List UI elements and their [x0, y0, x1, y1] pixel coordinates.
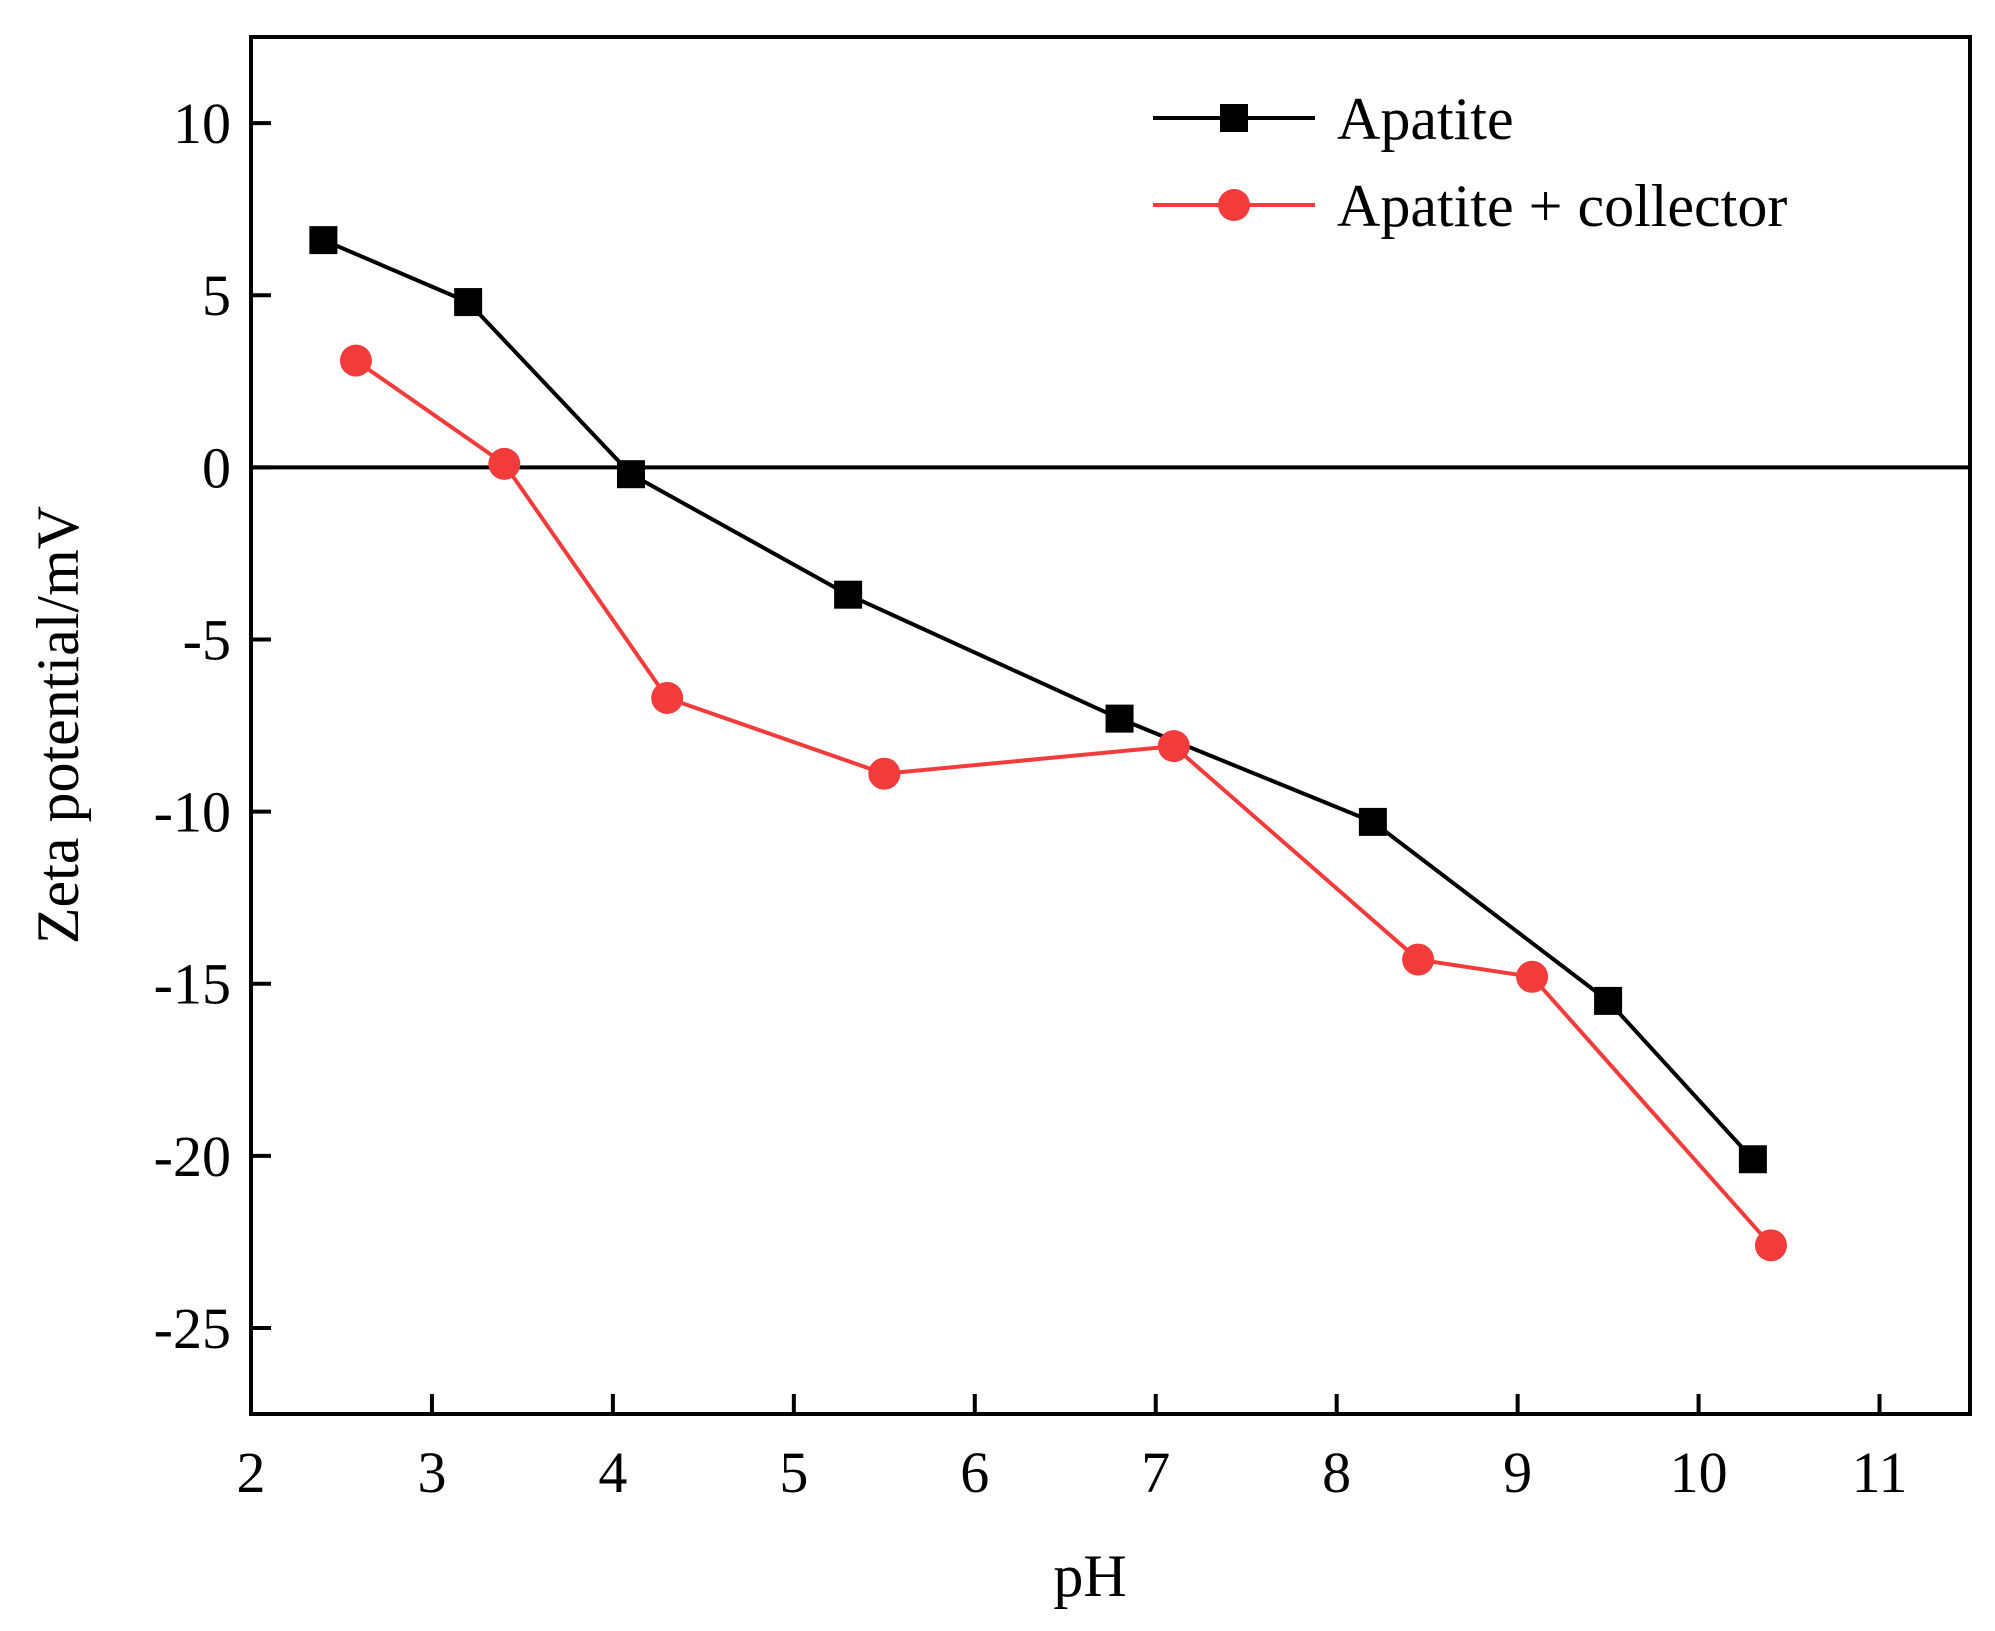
series-layer	[309, 226, 1787, 1262]
data-point-apatite-collector	[339, 344, 372, 377]
y-tick-label: -15	[154, 952, 231, 1017]
data-point-apatite-collector	[1516, 960, 1549, 993]
plot-frame	[249, 35, 1972, 1416]
data-point-apatite	[1738, 1145, 1767, 1174]
y-tick-label: -5	[183, 607, 231, 672]
legend: Apatite Apatite + collector	[1153, 86, 1787, 239]
y-axis-label: Zeta potential/mV	[25, 506, 91, 944]
legend-item-apatite-collector: Apatite + collector	[1153, 173, 1787, 239]
y-tick-label: 5	[202, 263, 231, 328]
series-line-apatite	[322, 238, 1755, 1161]
data-point-apatite	[1358, 807, 1387, 836]
data-point-apatite	[1594, 986, 1623, 1015]
data-point-apatite	[1105, 704, 1134, 733]
data-point-apatite-collector	[1157, 730, 1190, 763]
legend-marker-apatite-collector	[1218, 189, 1250, 221]
x-tick-label: 10	[1670, 1440, 1728, 1505]
legend-marker-apatite	[1220, 104, 1248, 132]
x-tick-label: 8	[1322, 1440, 1351, 1505]
data-point-apatite	[834, 580, 863, 609]
data-point-apatite	[616, 460, 645, 489]
y-tick-label: -20	[154, 1124, 231, 1189]
data-point-apatite-collector	[651, 681, 684, 714]
series-line-apatite-collector	[354, 358, 1773, 1247]
legend-item-apatite: Apatite	[1153, 86, 1514, 152]
y-tick-label: -25	[154, 1296, 231, 1361]
data-point-apatite-collector	[1754, 1229, 1787, 1262]
x-tick-label: 6	[960, 1440, 989, 1505]
legend-label-apatite: Apatite	[1337, 86, 1514, 152]
data-point-apatite	[309, 226, 338, 255]
data-point-apatite-collector	[488, 447, 521, 480]
data-point-apatite-collector	[1402, 943, 1435, 976]
y-tick-label: 0	[202, 435, 231, 500]
y-tick-label: 10	[173, 91, 231, 156]
x-tick-label: 5	[779, 1440, 808, 1505]
data-point-apatite-collector	[868, 757, 901, 790]
y-tick-label: -10	[154, 780, 231, 845]
x-tick-label: 9	[1503, 1440, 1532, 1505]
x-tick-label: 2	[237, 1440, 266, 1505]
axis-ticks: 2 3 4 5 6 7 8 9 10 11 10 5 0 -5 -10 -15 -20 -25	[154, 91, 1908, 1505]
x-tick-label: 7	[1141, 1440, 1170, 1505]
x-tick-label: 3	[417, 1440, 446, 1505]
x-axis-label: pH	[1053, 1543, 1126, 1609]
x-tick-label: 4	[598, 1440, 627, 1505]
x-tick-label: 11	[1852, 1440, 1908, 1505]
data-point-apatite	[454, 288, 483, 317]
legend-label-apatite-collector: Apatite + collector	[1337, 173, 1787, 239]
